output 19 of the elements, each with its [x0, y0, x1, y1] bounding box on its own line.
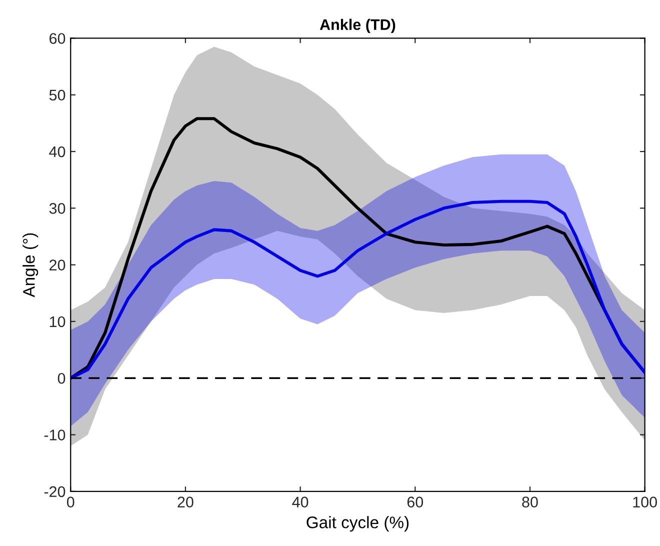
y-tick-label: 0 — [58, 372, 66, 384]
y-axis-title: Angle (°) — [22, 233, 38, 298]
x-axis-title: Gait cycle (%) — [306, 516, 409, 532]
x-tick-label: 40 — [292, 496, 308, 508]
y-tick-label: 30 — [49, 203, 66, 214]
y-tick-label: 50 — [49, 90, 66, 101]
y-tick-label: 10 — [50, 316, 66, 328]
y-tick-label: 60 — [50, 33, 66, 44]
y-tick-label: -10 — [44, 430, 66, 440]
x-tick-label: 100 — [633, 496, 657, 508]
x-tick-label: 60 — [407, 496, 424, 508]
x-tick-label: 0 — [66, 496, 74, 508]
line-series — [70, 200, 645, 380]
chart-title: Ankle (TD) — [320, 18, 396, 34]
y-tick-label: 40 — [49, 146, 66, 158]
y-tick-label: -20 — [44, 486, 66, 498]
x-tick-label: 20 — [178, 496, 194, 508]
y-tick-label: 20 — [50, 260, 66, 270]
x-tick-label: 80 — [522, 496, 538, 508]
